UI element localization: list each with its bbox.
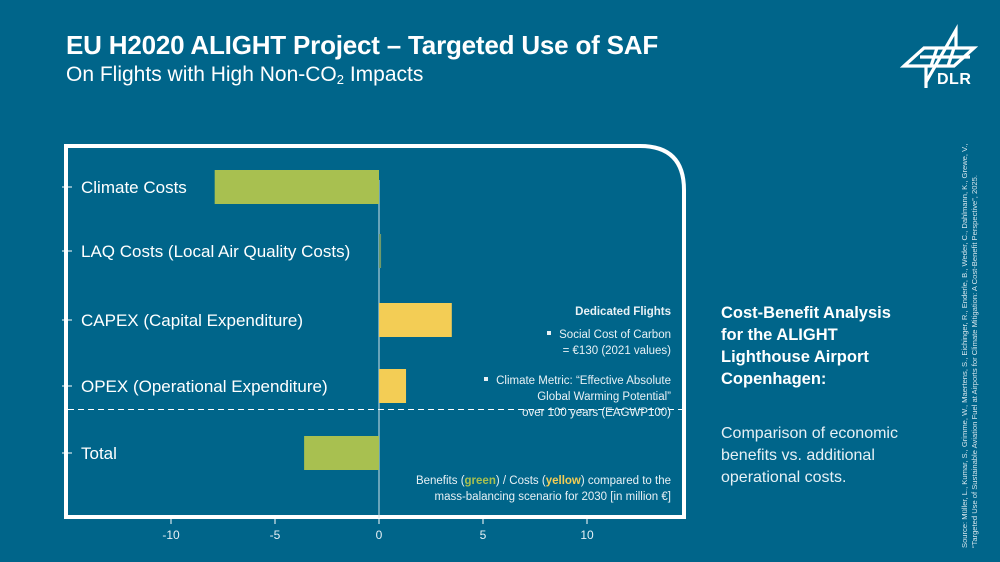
note-climate-metric: Climate Metric: “Effective Absolute Glob…: [484, 373, 671, 421]
page-subtitle: On Flights with High Non-CO2 Impacts: [66, 63, 423, 87]
category-label: LAQ Costs (Local Air Quality Costs): [81, 242, 350, 261]
legend-line2: mass-balancing scenario for 2030 [in mil…: [434, 491, 671, 503]
source-line2: “Targeted Use of Sustainable Aviation Fu…: [970, 175, 979, 548]
legend-green: green: [464, 475, 496, 487]
bar-laq-costs-local-air-quality-costs: [379, 234, 382, 268]
bullet-icon: [484, 377, 489, 381]
x-tick-label: -10: [162, 528, 180, 542]
subtitle-subscript: 2: [336, 72, 344, 87]
x-tick-label: 10: [580, 528, 594, 542]
bar-opex-operational-expenditure: [379, 369, 407, 403]
legend-yellow: yellow: [545, 475, 581, 487]
legend-text: Benefits (: [415, 475, 465, 487]
x-tick-label: -5: [270, 528, 281, 542]
category-label: Total: [81, 444, 117, 463]
note-heading: Dedicated Flights: [575, 306, 671, 318]
note-metric-line2: Global Warming Potential”: [537, 391, 671, 403]
legend-text: ) compared to the: [580, 475, 671, 487]
subtitle-tail: Impacts: [344, 63, 424, 86]
note-scc-line2: = €130 (2021 values): [562, 345, 671, 357]
note-metric-line1: Climate Metric: “Effective Absolute: [496, 375, 671, 387]
category-label: OPEX (Operational Expenditure): [81, 377, 328, 396]
logo-text: DLR: [937, 71, 972, 88]
bullet-icon: [547, 331, 552, 335]
side-panel-heading: Cost-Benefit Analysis for the ALIGHT Lig…: [721, 304, 891, 388]
note-social-cost-of-carbon: Social Cost of Carbon = €130 (2021 value…: [547, 327, 671, 359]
source-line1: Source: Müller, L., Kumar, S., Grimme, W…: [960, 143, 969, 548]
category-label: CAPEX (Capital Expenditure): [81, 311, 303, 330]
x-tick-label: 5: [480, 528, 487, 542]
x-tick-label: 0: [376, 528, 383, 542]
category-label: Climate Costs: [81, 178, 187, 197]
chart-frame: [64, 144, 686, 519]
chart-legend-note: Benefits (green) / Costs (yellow) compar…: [416, 473, 671, 505]
note-metric-line3: over 100 years (EAGWP100): [522, 407, 671, 419]
page-title: EU H2020 ALIGHT Project – Targeted Use o…: [66, 30, 659, 60]
legend-text: ) / Costs (: [495, 475, 546, 487]
side-panel-body: Comparison of economic benefits vs. addi…: [721, 425, 898, 486]
bar-climate-costs: [214, 170, 379, 204]
subtitle-main: On Flights with High Non-CO: [66, 63, 337, 86]
dlr-logo-icon: [899, 24, 979, 88]
source-citation: Source: Müller, L., Kumar, S., Grimme, W…: [960, 108, 980, 548]
bar-capex-capital-expenditure: [379, 303, 452, 337]
note-scc-line1: Social Cost of Carbon: [559, 329, 671, 341]
bar-total: [304, 436, 379, 470]
